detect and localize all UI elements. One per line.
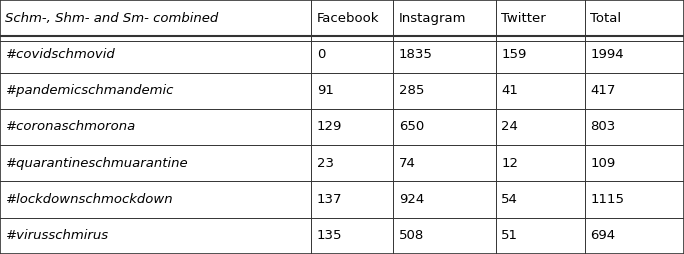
Text: #quarantineschmuarantine: #quarantineschmuarantine bbox=[5, 157, 188, 170]
Text: 924: 924 bbox=[399, 193, 424, 206]
Text: 694: 694 bbox=[590, 229, 616, 242]
Text: 12: 12 bbox=[501, 157, 518, 170]
Text: 41: 41 bbox=[501, 84, 518, 97]
Text: #lockdownschmockdown: #lockdownschmockdown bbox=[5, 193, 173, 206]
Text: 285: 285 bbox=[399, 84, 424, 97]
Text: #pandemicschmandemic: #pandemicschmandemic bbox=[5, 84, 174, 97]
Text: 54: 54 bbox=[501, 193, 518, 206]
Text: 0: 0 bbox=[317, 48, 325, 61]
Text: 91: 91 bbox=[317, 84, 334, 97]
Text: #covidschmovid: #covidschmovid bbox=[5, 48, 115, 61]
Text: 23: 23 bbox=[317, 157, 334, 170]
Text: Total: Total bbox=[590, 12, 622, 25]
Text: 159: 159 bbox=[501, 48, 527, 61]
Text: Facebook: Facebook bbox=[317, 12, 379, 25]
Text: Instagram: Instagram bbox=[399, 12, 466, 25]
Text: Schm-, Shm- and Sm- combined: Schm-, Shm- and Sm- combined bbox=[5, 12, 219, 25]
Text: #coronaschmorona: #coronaschmorona bbox=[5, 120, 135, 134]
Text: 135: 135 bbox=[317, 229, 342, 242]
Text: 508: 508 bbox=[399, 229, 424, 242]
Text: 129: 129 bbox=[317, 120, 342, 134]
Text: #virusschmirus: #virusschmirus bbox=[5, 229, 109, 242]
Text: 24: 24 bbox=[501, 120, 518, 134]
Text: 1994: 1994 bbox=[590, 48, 624, 61]
Text: 137: 137 bbox=[317, 193, 342, 206]
Text: 74: 74 bbox=[399, 157, 416, 170]
Text: 803: 803 bbox=[590, 120, 616, 134]
Text: 1835: 1835 bbox=[399, 48, 433, 61]
Text: 417: 417 bbox=[590, 84, 616, 97]
Text: Twitter: Twitter bbox=[501, 12, 546, 25]
Text: 51: 51 bbox=[501, 229, 518, 242]
Text: 1115: 1115 bbox=[590, 193, 624, 206]
Text: 650: 650 bbox=[399, 120, 424, 134]
Text: 109: 109 bbox=[590, 157, 616, 170]
